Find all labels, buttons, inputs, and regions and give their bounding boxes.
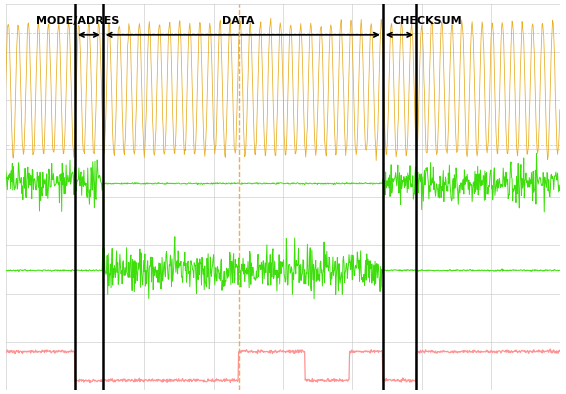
Text: MODE/ADRES: MODE/ADRES <box>36 15 119 26</box>
Text: DATA: DATA <box>222 15 255 26</box>
Text: CHECKSUM: CHECKSUM <box>392 15 462 26</box>
